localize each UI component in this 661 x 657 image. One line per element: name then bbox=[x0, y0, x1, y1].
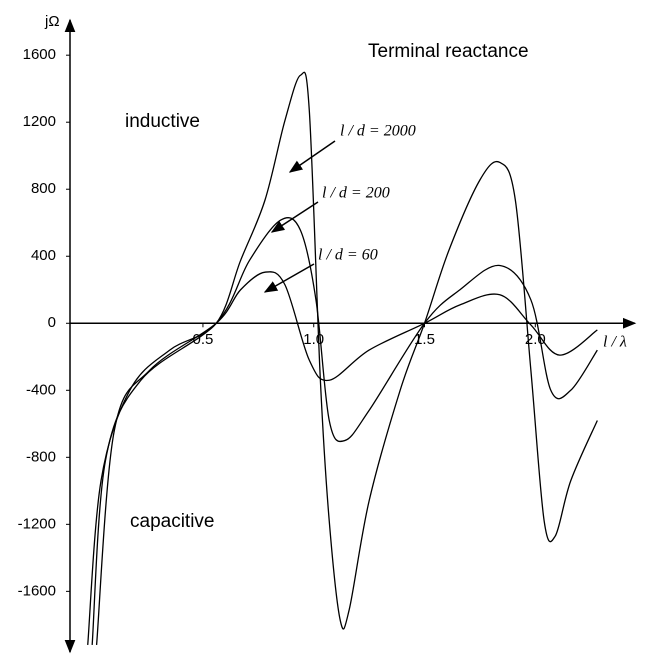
arrow bbox=[288, 140, 336, 173]
series-label: l / d = 2000 bbox=[340, 123, 416, 140]
line-series bbox=[87, 71, 598, 646]
arrow bbox=[270, 201, 319, 233]
annotation: inductive bbox=[125, 111, 200, 132]
series-label: l / d = 60 bbox=[318, 247, 378, 264]
x-axis-label: l / λ bbox=[603, 334, 627, 351]
chart-title: Terminal reactance bbox=[368, 41, 529, 62]
y-tick-label: 1200 bbox=[23, 113, 56, 130]
y-axis-label: jΩ bbox=[44, 13, 60, 30]
line-series bbox=[95, 271, 598, 646]
y-tick-label: -1200 bbox=[18, 515, 56, 532]
y-tick-label: -1600 bbox=[18, 582, 56, 599]
y-tick-label: 400 bbox=[31, 247, 56, 264]
annotation: capacitive bbox=[130, 511, 215, 532]
y-tick-label: -800 bbox=[26, 448, 56, 465]
y-tick-label: 800 bbox=[31, 180, 56, 197]
y-tick-label: 1600 bbox=[23, 46, 56, 63]
x-tick-label: 0.5 bbox=[193, 331, 214, 348]
series-label: l / d = 200 bbox=[322, 185, 390, 202]
line-series bbox=[91, 217, 598, 646]
y-tick-label: -400 bbox=[26, 381, 56, 398]
arrow bbox=[263, 263, 315, 293]
x-tick-label: 1.5 bbox=[414, 331, 435, 348]
y-tick-label: 0 bbox=[48, 314, 56, 331]
